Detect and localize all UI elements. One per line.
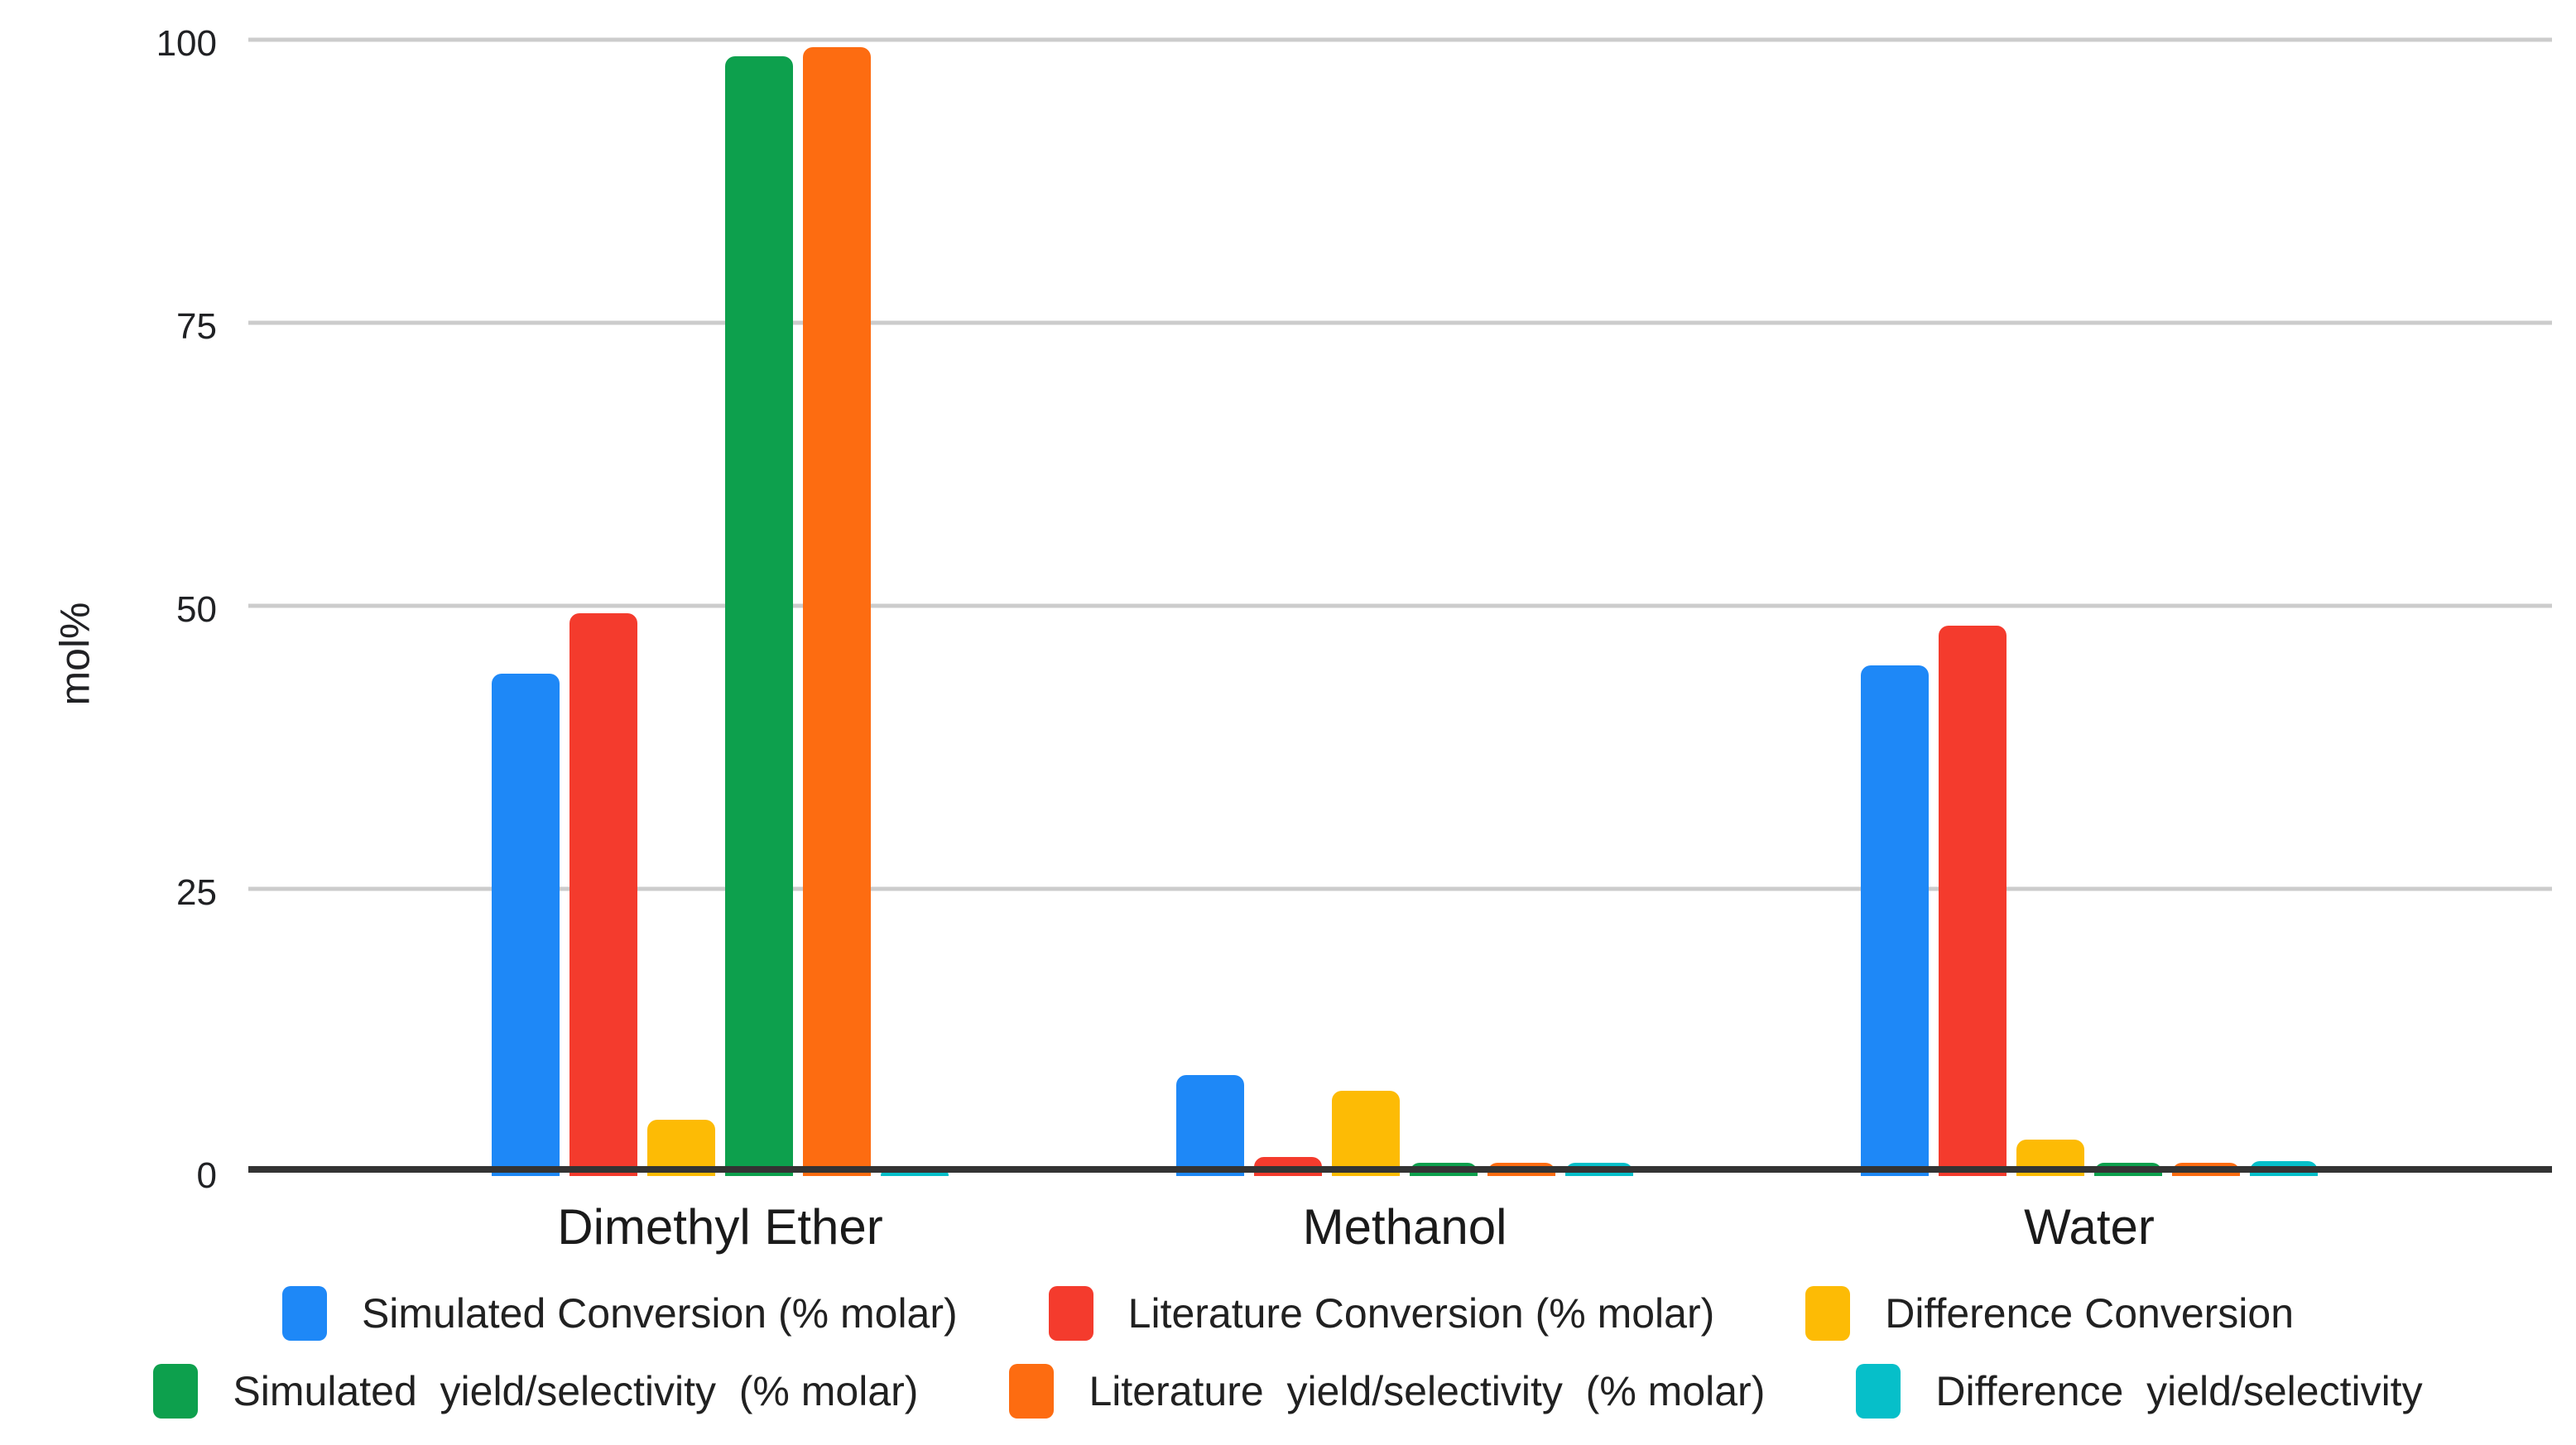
- bar: [1861, 665, 1929, 1176]
- y-axis-title: mol%: [51, 602, 99, 706]
- bar: [1176, 1075, 1244, 1176]
- x-category-label: Water: [2024, 1199, 2155, 1255]
- gridline: [248, 37, 2552, 42]
- bar-group: [492, 47, 949, 1176]
- legend-label: Literature Conversion (% molar): [1127, 1290, 1715, 1337]
- legend-row: Simulated Conversion (% molar) Literature…: [0, 1278, 2576, 1349]
- x-category-label: Dimethyl Ether: [557, 1199, 883, 1255]
- legend-swatch: [1856, 1364, 1901, 1419]
- legend-label: Difference yield/selectivity: [1935, 1368, 2423, 1414]
- gridline: [248, 320, 2552, 325]
- legend-swatch: [153, 1364, 199, 1419]
- bar: [803, 47, 871, 1176]
- gridline: [248, 886, 2552, 891]
- legend: Simulated Conversion (% molar) Literature…: [0, 1278, 2576, 1427]
- bar: [570, 613, 637, 1176]
- bar: [492, 673, 560, 1176]
- bar: [1332, 1091, 1400, 1176]
- legend-swatch: [1009, 1364, 1055, 1419]
- legend-label: Literature yield/selectivity (% molar): [1089, 1368, 1766, 1414]
- legend-item: Literature yield/selectivity (% molar): [1009, 1364, 1765, 1419]
- gridline: [248, 603, 2552, 608]
- y-tick-label: 0: [196, 1155, 217, 1196]
- y-tick-label: 75: [176, 306, 217, 347]
- x-axis-baseline: [248, 1166, 2552, 1173]
- bar: [725, 56, 793, 1176]
- legend-item: Literature Conversion (% molar): [1048, 1286, 1715, 1341]
- bar-group: [1861, 626, 2318, 1176]
- legend-item: Difference yield/selectivity: [1856, 1364, 2423, 1419]
- legend-swatch: [1048, 1286, 1093, 1341]
- legend-item: Difference Conversion: [1805, 1286, 2294, 1341]
- legend-swatch: [1805, 1286, 1851, 1341]
- legend-row: Simulated yield/selectivity (% molar) Lit…: [0, 1356, 2576, 1427]
- legend-item: Simulated yield/selectivity (% molar): [153, 1364, 918, 1419]
- y-tick-label: 100: [156, 23, 217, 64]
- y-tick-label: 25: [176, 872, 217, 913]
- legend-label: Difference Conversion: [1885, 1290, 2295, 1337]
- plot-area: [248, 37, 2552, 1176]
- y-tick-label: 50: [176, 589, 217, 630]
- legend-label: Simulated Conversion (% molar): [361, 1290, 958, 1337]
- x-category-label: Methanol: [1302, 1199, 1507, 1255]
- bar: [1939, 626, 2006, 1176]
- legend-label: Simulated yield/selectivity (% molar): [233, 1368, 919, 1414]
- bar-group: [1176, 1075, 1633, 1176]
- legend-item: Simulated Conversion (% molar): [281, 1286, 958, 1341]
- legend-swatch: [281, 1286, 327, 1341]
